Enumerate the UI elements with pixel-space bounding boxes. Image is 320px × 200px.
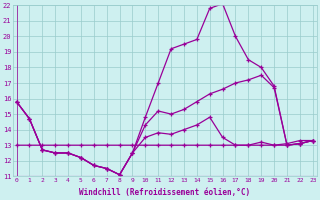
X-axis label: Windchill (Refroidissement éolien,°C): Windchill (Refroidissement éolien,°C) <box>79 188 250 197</box>
